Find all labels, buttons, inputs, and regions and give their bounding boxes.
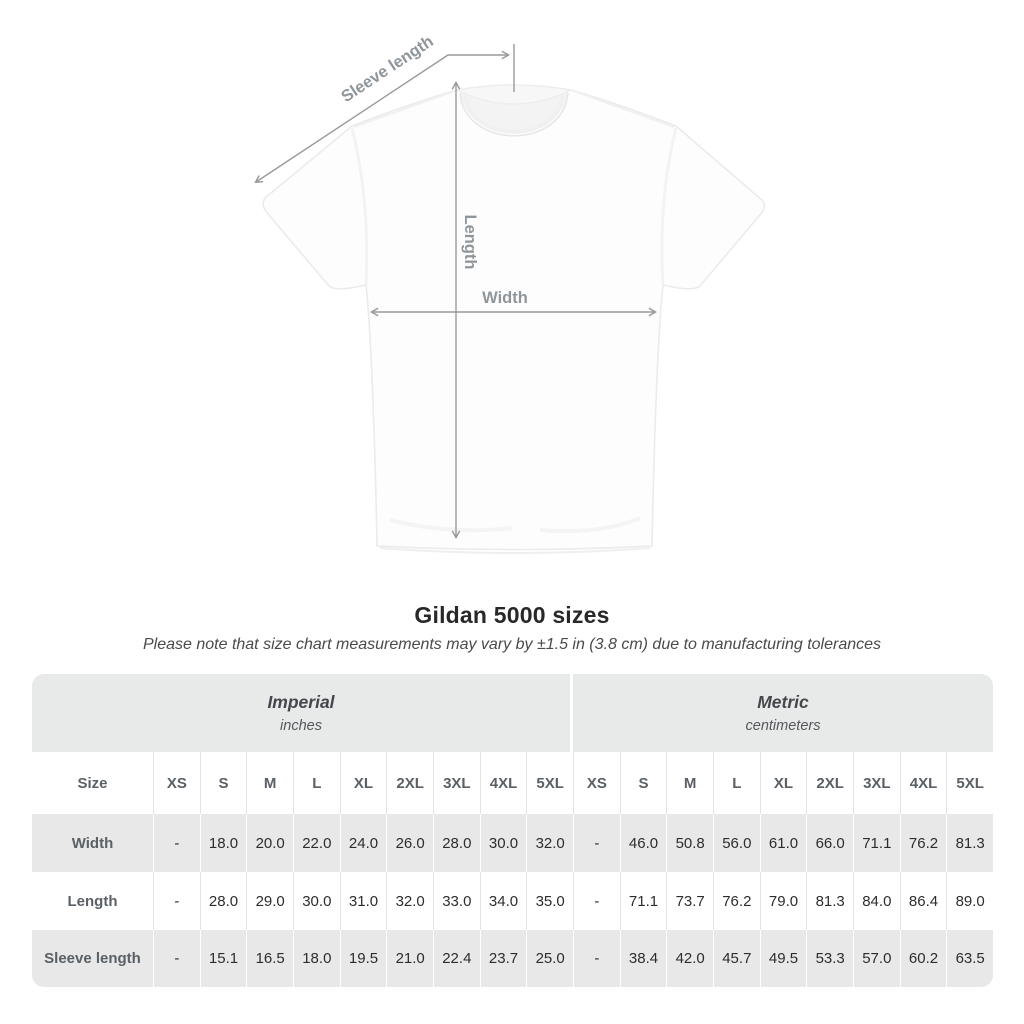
- table-cell: 71.1: [853, 814, 900, 872]
- table-cell: -: [153, 814, 200, 872]
- metric-band-unit: centimeters: [745, 718, 821, 734]
- table-cell: 22.4: [433, 930, 480, 987]
- table-cell: 35.0: [526, 872, 573, 930]
- table-cell: 50.8: [666, 814, 713, 872]
- table-cell: 24.0: [339, 814, 387, 872]
- column-header-metric-xl: XL: [759, 752, 807, 814]
- column-header-imperial-xs: XS: [153, 752, 200, 814]
- column-header-imperial-s: S: [199, 752, 247, 814]
- column-header-imperial-5xl: 5XL: [526, 752, 573, 814]
- table-cell: 16.5: [246, 930, 293, 987]
- table-cell: 66.0: [806, 814, 853, 872]
- table-cell: 29.0: [246, 872, 293, 930]
- table-cell: 73.7: [666, 872, 713, 930]
- table-cell: 56.0: [713, 814, 760, 872]
- column-header-metric-l: L: [713, 752, 760, 814]
- table-cell: 23.7: [479, 930, 527, 987]
- table-cell: 61.0: [759, 814, 807, 872]
- table-cell: 21.0: [386, 930, 433, 987]
- column-header-metric-4xl: 4XL: [899, 752, 947, 814]
- column-header-imperial-l: L: [293, 752, 340, 814]
- imperial-band-title: Imperial: [267, 692, 335, 712]
- column-header-imperial-3xl: 3XL: [433, 752, 480, 814]
- table-cell: 86.4: [899, 872, 947, 930]
- metric-band: Metric centimeters: [573, 674, 993, 752]
- table-cell: 30.0: [293, 872, 340, 930]
- table-cell: 26.0: [386, 814, 433, 872]
- table-cell: -: [573, 814, 620, 872]
- table-cell: 60.2: [899, 930, 947, 987]
- table-cell: -: [153, 872, 200, 930]
- tshirt-measurement-diagram: Width Length Sleeve length: [0, 32, 766, 554]
- table-cell: 53.3: [806, 930, 853, 987]
- size-column-header: Size: [32, 752, 153, 814]
- table-cell: -: [153, 930, 200, 987]
- table-cell: 76.2: [713, 872, 760, 930]
- table-cell: 34.0: [479, 872, 527, 930]
- table-cell: 15.1: [199, 930, 247, 987]
- table-cell: 71.1: [619, 872, 667, 930]
- table-cell: 30.0: [479, 814, 527, 872]
- table-cell: 33.0: [433, 872, 480, 930]
- table-cell: 19.5: [339, 930, 387, 987]
- table-cell: 31.0: [339, 872, 387, 930]
- width-label: Width: [482, 289, 528, 307]
- table-cell: 18.0: [293, 930, 340, 987]
- table-cell: 28.0: [433, 814, 480, 872]
- table-cell: 18.0: [199, 814, 247, 872]
- row-label-length: Length: [32, 872, 153, 930]
- imperial-band-unit: inches: [280, 718, 322, 734]
- table-cell: 79.0: [759, 872, 807, 930]
- measurement-lines: [256, 44, 655, 537]
- row-label-sleeve-length: Sleeve length: [32, 930, 153, 987]
- column-header-metric-s: S: [619, 752, 667, 814]
- size-chart-table: Imperial inches Metric centimeters Size …: [32, 674, 993, 987]
- table-cell: 76.2: [899, 814, 947, 872]
- table-cell: 84.0: [853, 872, 900, 930]
- column-header-metric-m: M: [666, 752, 713, 814]
- tolerance-note: Please note that size chart measurements…: [142, 636, 882, 653]
- table-cell: 28.0: [199, 872, 247, 930]
- table-cell: 63.5: [946, 930, 993, 987]
- column-header-imperial-2xl: 2XL: [386, 752, 433, 814]
- table-cell: 81.3: [946, 814, 993, 872]
- table-cell: 45.7: [713, 930, 760, 987]
- table-cell: 20.0: [246, 814, 293, 872]
- imperial-band: Imperial inches: [32, 674, 573, 752]
- sleeve-length-arrow: [256, 55, 508, 182]
- table-cell: -: [573, 930, 620, 987]
- column-header-imperial-4xl: 4XL: [479, 752, 527, 814]
- column-header-imperial-xl: XL: [339, 752, 387, 814]
- tshirt-shape: [262, 84, 766, 554]
- table-cell: -: [573, 872, 620, 930]
- table-cell: 25.0: [526, 930, 573, 987]
- column-header-metric-2xl: 2XL: [806, 752, 853, 814]
- column-header-metric-3xl: 3XL: [853, 752, 900, 814]
- table-cell: 32.0: [526, 814, 573, 872]
- table-cell: 38.4: [619, 930, 667, 987]
- table-cell: 81.3: [806, 872, 853, 930]
- length-label: Length: [461, 215, 479, 270]
- table-cell: 49.5: [759, 930, 807, 987]
- table-cell: 32.0: [386, 872, 433, 930]
- table-cell: 46.0: [619, 814, 667, 872]
- row-label-width: Width: [32, 814, 153, 872]
- column-header-metric-xs: XS: [573, 752, 620, 814]
- tshirt-illustration: Width Length Sleeve length: [0, 32, 766, 554]
- metric-band-title: Metric: [757, 692, 809, 712]
- page-title: Gildan 5000 sizes: [414, 602, 610, 628]
- column-header-imperial-m: M: [246, 752, 293, 814]
- table-cell: 89.0: [946, 872, 993, 930]
- column-header-metric-5xl: 5XL: [946, 752, 993, 814]
- table-cell: 57.0: [853, 930, 900, 987]
- table-cell: 42.0: [666, 930, 713, 987]
- table-cell: 22.0: [293, 814, 340, 872]
